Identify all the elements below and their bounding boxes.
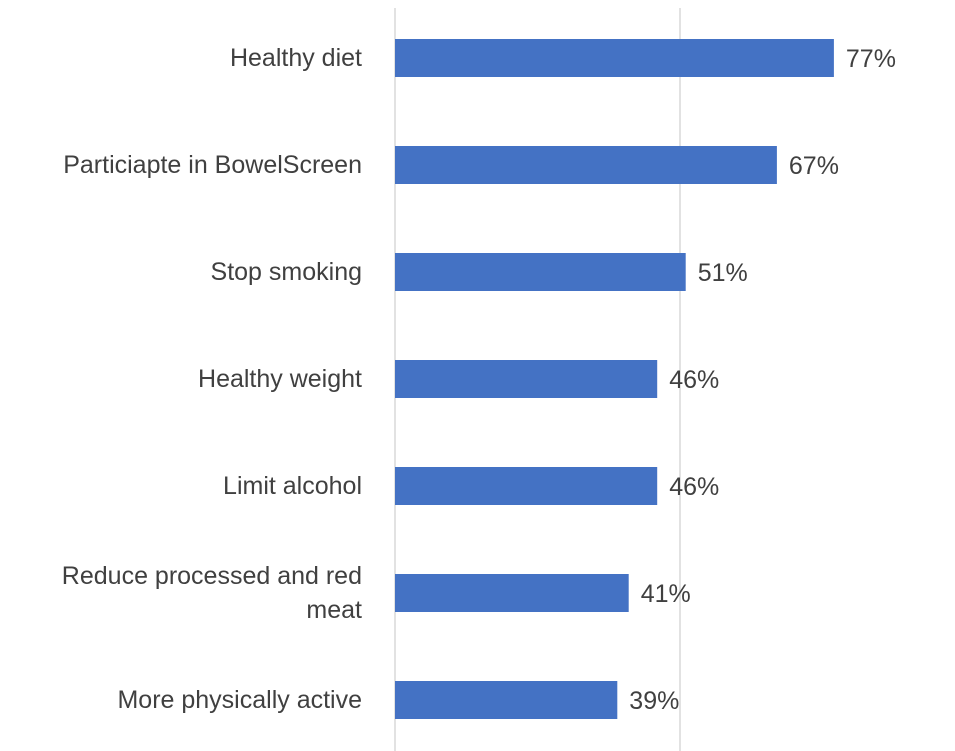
category-label: Healthy diet <box>230 44 362 72</box>
bar <box>395 360 657 398</box>
category-label: Limit alcohol <box>223 472 362 500</box>
category-label: Stop smoking <box>211 258 362 286</box>
bar <box>395 253 686 291</box>
category-label: Particiapte in BowelScreen <box>63 151 362 179</box>
value-label: 46% <box>669 473 719 501</box>
bar <box>395 39 834 77</box>
value-label: 39% <box>629 687 679 715</box>
value-label: 67% <box>789 152 839 180</box>
value-labels: 77% 67% 51% 46% 46% 41% 39% <box>629 45 896 715</box>
value-label: 46% <box>669 366 719 394</box>
category-labels: Healthy diet Particiapte in BowelScreen St… <box>62 44 362 714</box>
value-label: 77% <box>846 45 896 73</box>
bars <box>395 39 834 719</box>
bar <box>395 681 617 719</box>
bar <box>395 146 777 184</box>
category-label: Healthy weight <box>198 365 362 393</box>
bar <box>395 467 657 505</box>
category-label: More physically active <box>117 686 362 714</box>
bar <box>395 574 629 612</box>
category-label: Reduce processed and red meat <box>62 562 362 624</box>
value-label: 51% <box>698 259 748 287</box>
value-label: 41% <box>641 580 691 608</box>
